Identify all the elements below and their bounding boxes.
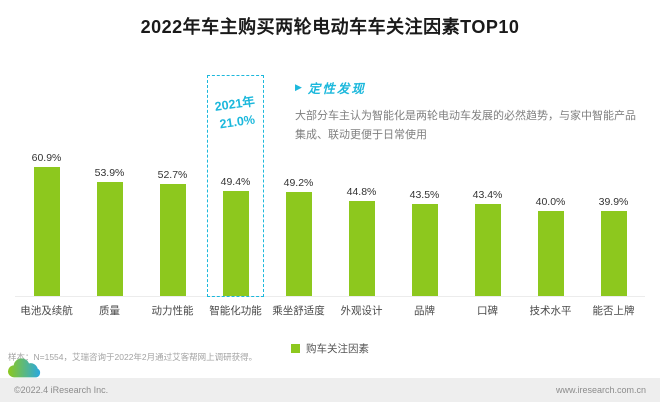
bar-column: 39.9% (582, 196, 645, 296)
iresearch-cloud-logo-icon (5, 358, 45, 380)
qualitative-finding-callout: ▶ 定性发现 大部分车主认为智能化是两轮电动车发展的必然趋势，与家中智能产品集成… (295, 78, 647, 144)
bar-value-label: 49.4% (220, 176, 251, 188)
play-triangle-icon: ▶ (295, 82, 302, 92)
bar-column: 40.0% (519, 196, 582, 296)
bar-column: 43.5% (393, 189, 456, 296)
category-label: 口碑 (477, 305, 498, 317)
category-label: 电池及续航 (20, 305, 73, 317)
qualitative-finding-title: 定性发现 (307, 82, 366, 96)
bar-column: 44.8% (330, 186, 393, 296)
category-label: 智能化功能 (209, 305, 262, 317)
bar (222, 191, 249, 296)
sample-footnote: 样本：N=1554，艾瑞咨询于2022年2月通过艾客帮网上调研获得。 (8, 352, 258, 362)
bar-value-label: 39.9% (598, 196, 629, 208)
legend-color-swatch (291, 344, 300, 353)
legend-label: 购车关注因素 (306, 343, 369, 355)
category-axis: 电池及续航 质量 动力性能 智能化功能 乘坐舒适度 外观设计 品牌 口碑 技术水平 能否上牌 (15, 303, 645, 318)
bar (600, 211, 627, 296)
bar (33, 167, 60, 296)
bar-value-label: 53.9% (94, 167, 125, 179)
bar-column: 60.9% (15, 152, 78, 296)
bar (159, 184, 186, 296)
website-url: www.iresearch.com.cn (555, 385, 646, 395)
bar-column: 43.4% (456, 189, 519, 296)
bar (285, 192, 312, 296)
footer-bar: ©2022.4 iResearch Inc. www.iresearch.com… (0, 378, 660, 402)
bar-value-label: 60.9% (31, 152, 62, 164)
highlight-dashed-box (207, 75, 264, 297)
bar-value-label: 40.0% (535, 196, 566, 208)
copyright-text: ©2022.4 iResearch Inc. (14, 385, 109, 395)
bar-value-label: 43.5% (409, 189, 440, 201)
bar-column: 53.9% (78, 167, 141, 296)
bar-value-label: 44.8% (346, 186, 377, 198)
bar-column: 52.7% (141, 169, 204, 296)
bar (96, 182, 123, 296)
category-label: 质量 (99, 305, 120, 317)
category-label: 能否上牌 (592, 305, 635, 317)
category-label: 动力性能 (151, 305, 194, 317)
bar-value-label: 43.4% (472, 189, 503, 201)
bar (537, 211, 564, 296)
page-title: 2022年车主购买两轮电动车车关注因素TOP10 (140, 17, 520, 37)
bar (474, 204, 501, 296)
chart-legend: 购车关注因素 (0, 341, 660, 356)
category-label: 技术水平 (529, 305, 572, 317)
bar (348, 201, 375, 296)
bar-value-label: 52.7% (157, 169, 188, 181)
bar-value-label: 49.2% (283, 177, 314, 189)
bar-chart: 60.9% 53.9% 52.7% 49.4% 49.2% 44.8% 43.5% 43.4%… (15, 150, 645, 297)
bar-column: 49.2% (267, 177, 330, 296)
bar-column: 49.4% (204, 176, 267, 296)
category-label: 乘坐舒适度 (272, 305, 325, 317)
category-label: 品牌 (414, 305, 435, 317)
qualitative-finding-body: 大部分车主认为智能化是两轮电动车发展的必然趋势，与家中智能产品集成、联动更便于日… (295, 110, 636, 141)
qualitative-finding-heading: ▶ 定性发现 (295, 78, 647, 97)
category-label: 外观设计 (340, 305, 383, 317)
bar (411, 204, 438, 296)
